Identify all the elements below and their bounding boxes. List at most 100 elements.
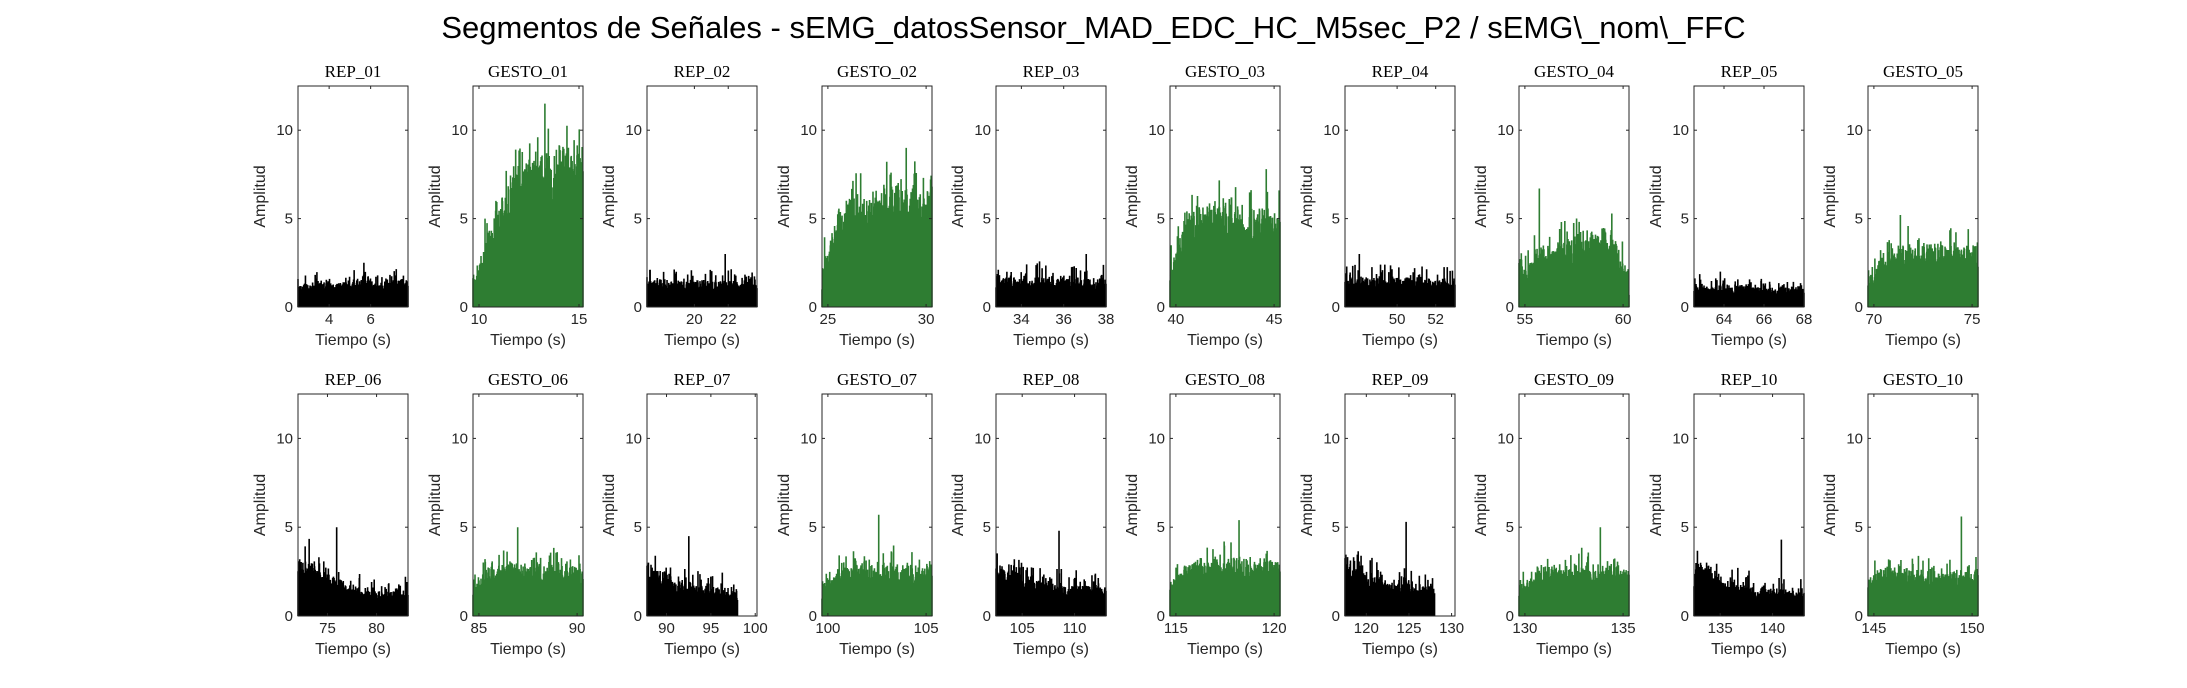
- y-tick-label: 5: [1855, 519, 1863, 536]
- signal-series: [1518, 527, 1630, 616]
- axes-box: [297, 85, 409, 308]
- y-tick-label: 0: [460, 299, 468, 316]
- y-axis-label: Amplitud: [776, 474, 793, 536]
- axes-box: [995, 85, 1107, 308]
- signal-series: [472, 527, 584, 616]
- subplot-title: REP_03: [1023, 62, 1080, 81]
- y-tick-label: 10: [1323, 122, 1340, 139]
- x-axis-label: Tiempo (s): [1187, 641, 1263, 658]
- x-axis-label: Tiempo (s): [839, 641, 915, 658]
- x-tick-label: 52: [1427, 311, 1444, 328]
- signal-series: [646, 253, 758, 307]
- y-tick-label: 10: [1497, 430, 1514, 447]
- y-tick-label: 0: [809, 608, 817, 625]
- y-tick-label: 0: [1681, 608, 1689, 625]
- y-tick-label: 10: [276, 430, 293, 447]
- y-tick-label: 10: [800, 430, 817, 447]
- y-tick-label: 5: [285, 519, 293, 536]
- x-tick-label: 125: [1396, 620, 1421, 637]
- axes-box: [1344, 85, 1456, 308]
- axes-box: [821, 85, 933, 308]
- y-tick-label: 5: [1506, 519, 1514, 536]
- y-axis-label: Amplitud: [252, 474, 269, 536]
- y-tick-label: 0: [1855, 608, 1863, 625]
- y-tick-label: 5: [1506, 211, 1514, 228]
- y-tick-label: 0: [285, 299, 293, 316]
- y-tick-label: 5: [1855, 211, 1863, 228]
- x-tick-label: 130: [1512, 620, 1537, 637]
- subplot-title: REP_04: [1372, 62, 1429, 81]
- x-axis-label: Tiempo (s): [1013, 641, 1089, 658]
- x-tick-label: 130: [1439, 620, 1464, 637]
- subplot-title: GESTO_05: [1883, 62, 1963, 81]
- x-tick-label: 80: [368, 620, 385, 637]
- axes-box: [1169, 393, 1281, 617]
- subplot-title: REP_01: [325, 62, 382, 81]
- axes-box: [297, 393, 409, 617]
- x-tick-label: 10: [471, 311, 488, 328]
- x-tick-label: 145: [1861, 620, 1886, 637]
- x-tick-label: 135: [1708, 620, 1733, 637]
- y-tick-label: 10: [1672, 430, 1689, 447]
- y-tick-label: 10: [451, 430, 468, 447]
- subplot-rep-10: REP_10 0 5 10 135 140 Tiempo (s) Amplitud: [1648, 370, 1805, 658]
- y-axis-label: Amplitud: [1124, 165, 1141, 227]
- signal-series: [821, 147, 933, 307]
- y-tick-label: 5: [1332, 211, 1340, 228]
- x-axis-label: Tiempo (s): [1536, 641, 1612, 658]
- x-tick-label: 38: [1098, 311, 1115, 328]
- subplot-title: GESTO_06: [488, 370, 568, 389]
- y-axis-label: Amplitud: [1299, 165, 1316, 227]
- y-tick-label: 5: [1157, 211, 1165, 228]
- subplot-title: REP_09: [1372, 370, 1429, 389]
- x-tick-label: 85: [471, 620, 488, 637]
- x-tick-label: 105: [914, 620, 939, 637]
- x-axis-label: Tiempo (s): [490, 641, 566, 658]
- subplot-title: REP_10: [1721, 370, 1778, 389]
- x-tick-label: 50: [1389, 311, 1406, 328]
- x-axis-label: Tiempo (s): [664, 332, 740, 349]
- signal-series: [1867, 516, 1979, 616]
- x-tick-label: 120: [1354, 620, 1379, 637]
- x-tick-label: 34: [1013, 311, 1030, 328]
- y-tick-label: 0: [809, 299, 817, 316]
- subplot-title: REP_05: [1721, 62, 1778, 81]
- y-tick-label: 10: [1846, 122, 1863, 139]
- x-axis-label: Tiempo (s): [1362, 641, 1438, 658]
- x-tick-label: 110: [1063, 620, 1087, 637]
- axes-box: [472, 393, 584, 617]
- axes-box: [1344, 393, 1456, 617]
- axes-box: [1693, 85, 1805, 308]
- y-tick-label: 5: [809, 211, 817, 228]
- y-axis-label: Amplitud: [1648, 474, 1665, 536]
- subplot-rep-02: REP_02 0 5 10 20 22 Tiempo (s) Amplitud: [601, 62, 758, 349]
- axes-box: [1693, 393, 1805, 617]
- subplot-rep-04: REP_04 0 5 10 50 52 Tiempo (s) Amplitud: [1299, 62, 1456, 349]
- x-axis-label: Tiempo (s): [1885, 332, 1961, 349]
- y-tick-label: 0: [1506, 299, 1514, 316]
- axes-box: [821, 393, 933, 617]
- y-tick-label: 0: [1506, 608, 1514, 625]
- y-tick-label: 5: [1681, 211, 1689, 228]
- signal-series: [1693, 271, 1805, 307]
- x-tick-label: 22: [720, 311, 737, 328]
- y-tick-label: 10: [1323, 430, 1340, 447]
- x-tick-label: 25: [820, 311, 837, 328]
- x-tick-label: 6: [366, 311, 374, 328]
- y-axis-label: Amplitud: [1124, 474, 1141, 536]
- y-tick-label: 5: [460, 211, 468, 228]
- y-tick-label: 0: [1332, 608, 1340, 625]
- x-axis-label: Tiempo (s): [1536, 332, 1612, 349]
- y-tick-label: 10: [625, 430, 642, 447]
- x-tick-label: 135: [1611, 620, 1636, 637]
- subplot-gesto-01: GESTO_01 0 5 10 10 15 Tiempo (s) Amplitud: [427, 62, 587, 349]
- y-tick-label: 10: [1148, 430, 1165, 447]
- x-tick-label: 115: [1164, 620, 1188, 637]
- axes-box: [1518, 393, 1630, 617]
- subplot-rep-01: REP_01 0 5 10 4 6 Tiempo (s) Amplitud: [252, 62, 409, 349]
- subplot-title: REP_06: [325, 370, 382, 389]
- signal-series: [1693, 539, 1805, 616]
- signal-series: [1169, 520, 1281, 616]
